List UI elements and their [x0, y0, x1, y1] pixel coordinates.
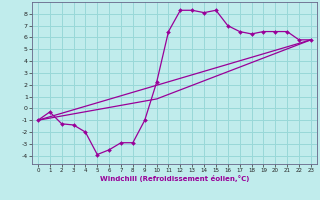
- X-axis label: Windchill (Refroidissement éolien,°C): Windchill (Refroidissement éolien,°C): [100, 175, 249, 182]
